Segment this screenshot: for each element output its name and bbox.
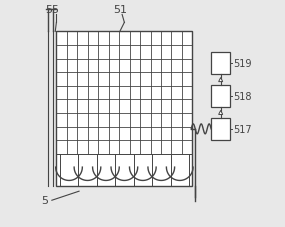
Text: 517: 517 <box>233 124 252 134</box>
Bar <box>56 32 192 186</box>
Text: 51: 51 <box>113 5 127 15</box>
Bar <box>211 118 230 140</box>
Text: 518: 518 <box>233 92 252 101</box>
Bar <box>211 86 230 107</box>
Bar <box>211 53 230 75</box>
Polygon shape <box>219 78 223 82</box>
Text: 5: 5 <box>42 195 48 205</box>
Text: 55: 55 <box>45 5 59 15</box>
Polygon shape <box>219 111 223 115</box>
Text: 519: 519 <box>233 59 252 69</box>
